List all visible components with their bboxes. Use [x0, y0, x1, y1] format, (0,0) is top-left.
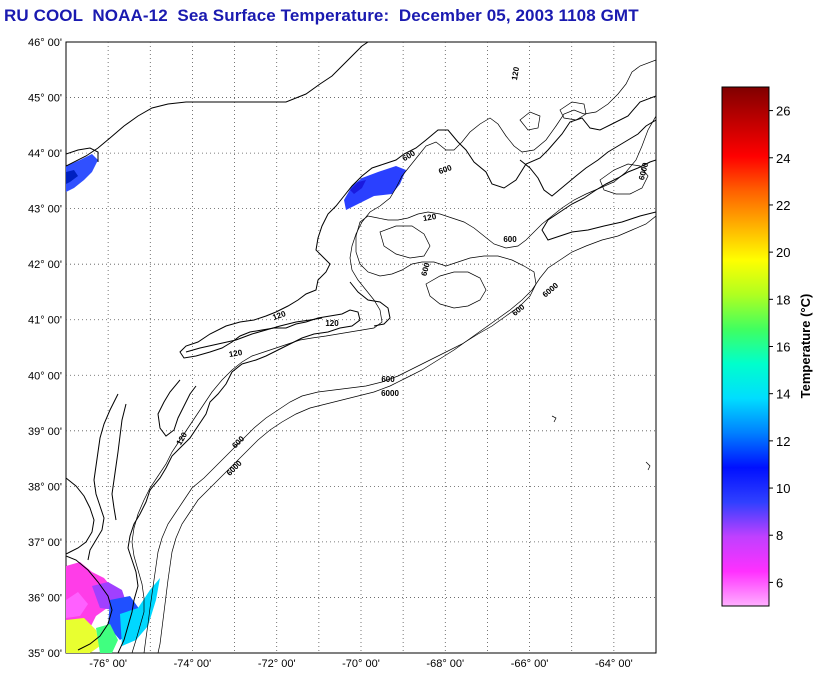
map-frame — [65, 41, 657, 654]
latitude-label: 35° 00' — [28, 648, 62, 660]
contour-600-scotian-shelf — [599, 163, 649, 195]
longitude-labels: -76° 00' -74° 00' -72° 00' -70° 00' -68° 00'… — [89, 658, 632, 670]
latitude-label: 43° 00' — [28, 204, 62, 216]
longitude-label: -66° 00' — [511, 658, 549, 670]
coastline-long-island — [185, 317, 323, 353]
sst-patch-outer-banks-yellow — [66, 618, 100, 653]
longitude-label: -76° 00' — [89, 658, 127, 670]
state-boundary-north — [66, 42, 369, 167]
coastline-pamlico — [66, 555, 113, 651]
contour-label: 120 — [422, 212, 437, 223]
contour-6000 — [157, 215, 656, 653]
sst-patch-lake-ontario-edge — [66, 170, 78, 184]
map-title: RU COOL NOAA-12 Sea Surface Temperature:… — [4, 6, 639, 25]
colorbar-tick-label: 24 — [776, 151, 790, 166]
contour-small-3 — [645, 461, 651, 471]
coastline-chesapeake — [87, 393, 127, 561]
contour-small-2 — [519, 111, 541, 131]
bathymetry-contours — [131, 59, 656, 653]
colorbar-tick-label: 26 — [776, 104, 790, 119]
latitude-label: 38° 00' — [28, 481, 62, 493]
coastline-chesapeake-west-shore — [66, 477, 95, 555]
coastline-cape-cod — [349, 281, 391, 327]
contour-label: 600 — [437, 163, 453, 176]
latitude-label: 46° 00' — [28, 37, 62, 49]
latitude-labels: 46° 00' 45° 00' 44° 00' 43° 00' 42° 00' 41° 0… — [28, 37, 62, 660]
sst-patch-gulf-of-maine — [344, 166, 406, 210]
contour-label: 120 — [271, 309, 287, 322]
colorbar-ticks: 26 24 22 20 18 16 14 12 10 8 6 — [769, 104, 790, 590]
coastline-main — [117, 95, 656, 653]
longitude-label: -74° 00' — [174, 658, 212, 670]
contour-120 — [131, 59, 656, 653]
contour-label: 120 — [228, 348, 243, 359]
colorbar-tick-label: 14 — [776, 387, 790, 402]
latitude-label: 36° 00' — [28, 592, 62, 604]
sst-patch-lake-ontario — [66, 154, 98, 192]
contour-label: 120 — [325, 319, 339, 328]
colorbar: 26 24 22 20 18 16 14 12 10 8 6 Temperature (°C) — [721, 86, 813, 607]
latitude-label: 40° 00' — [28, 370, 62, 382]
contour-600-basin — [379, 225, 431, 259]
contour-label: 6000 — [381, 389, 399, 398]
latitude-label: 45° 00' — [28, 93, 62, 105]
sst-patch-outer-banks-green — [96, 624, 118, 653]
sst-patch-outer-banks-cyan — [120, 578, 160, 646]
contour-label: 600 — [420, 261, 432, 277]
sst-patch-outer-banks-magenta — [66, 592, 88, 618]
contour-label: 120 — [510, 66, 521, 81]
contour-small-4 — [551, 415, 557, 423]
colorbar-title: Temperature (°C) — [798, 294, 813, 399]
bay-of-fundy-coast — [519, 119, 656, 197]
sst-patch-gulf-of-maine-edge — [350, 180, 366, 194]
nova-scotia-coast — [541, 159, 656, 241]
colorbar-tick-label: 16 — [776, 340, 790, 355]
colorbar-tick-label: 20 — [776, 245, 790, 260]
colorbar-tick-label: 22 — [776, 198, 790, 213]
longitude-label: -68° 00' — [426, 658, 464, 670]
contour-label: 600 — [381, 375, 395, 384]
contour-600 — [143, 115, 656, 653]
sst-data-patches — [66, 154, 406, 653]
contour-600-georges-bank — [425, 271, 487, 309]
colorbar-tick-label: 12 — [776, 434, 790, 449]
longitude-label: -72° 00' — [258, 658, 296, 670]
longitude-label: -64° 00' — [595, 658, 633, 670]
contour-small-1 — [559, 101, 587, 121]
colorbar-tick-label: 6 — [776, 575, 783, 590]
latitude-label: 39° 00' — [28, 426, 62, 438]
latitude-label: 44° 00' — [28, 148, 62, 160]
colorbar-gradient — [721, 86, 770, 607]
colorbar-tick-label: 8 — [776, 528, 783, 543]
coastline — [66, 42, 656, 653]
latitude-label: 41° 00' — [28, 315, 62, 327]
colorbar-tick-label: 18 — [776, 292, 790, 307]
colorbar-tick-label: 10 — [776, 481, 790, 496]
lake-ontario-shore — [66, 147, 99, 162]
coastline-delaware-bay — [157, 379, 197, 437]
latitude-label: 37° 00' — [28, 537, 62, 549]
latitude-label: 42° 00' — [28, 259, 62, 271]
contour-label: 600 — [503, 235, 517, 244]
longitude-label: -70° 00' — [342, 658, 380, 670]
